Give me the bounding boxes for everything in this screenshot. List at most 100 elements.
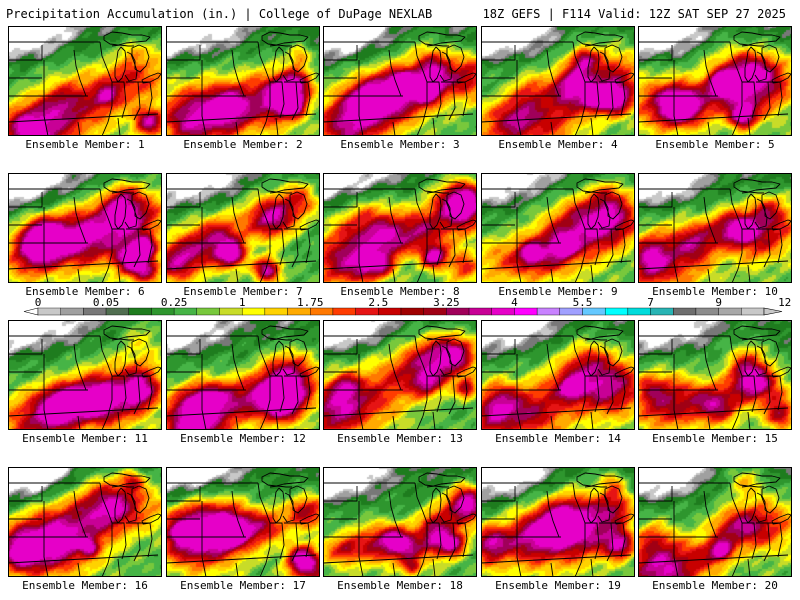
boundary-line bbox=[388, 343, 402, 391]
boundary-line bbox=[299, 219, 320, 231]
boundary-line bbox=[231, 49, 245, 97]
boundary-line bbox=[733, 472, 781, 487]
panel-frame bbox=[481, 320, 635, 430]
boundary-line bbox=[481, 260, 632, 270]
boundary-line bbox=[550, 415, 554, 430]
boundary-line bbox=[414, 41, 428, 136]
boundary-line bbox=[585, 375, 600, 413]
colorbar-segment bbox=[60, 307, 84, 316]
boundary-line bbox=[8, 339, 43, 355]
boundary-line bbox=[597, 492, 611, 523]
boundary-line bbox=[426, 338, 449, 341]
boundary-line bbox=[584, 191, 607, 194]
colorbar-segment bbox=[468, 307, 492, 316]
boundary-line bbox=[587, 340, 600, 377]
boundary-line bbox=[756, 375, 771, 415]
ensemble-member-label: Ensemble Member: 6 bbox=[25, 285, 145, 298]
ensemble-panel[interactable]: Ensemble Member: 19 bbox=[481, 467, 635, 592]
boundary-line bbox=[323, 260, 474, 270]
map-overlay bbox=[323, 320, 477, 430]
boundary-line bbox=[269, 338, 292, 341]
boundary-line bbox=[756, 522, 771, 562]
boundary-line bbox=[201, 354, 207, 430]
ensemble-panel[interactable]: Ensemble Member: 11 bbox=[8, 320, 162, 445]
ensemble-panel[interactable]: Ensemble Member: 6 bbox=[8, 173, 162, 298]
ensemble-panel[interactable]: Ensemble Member: 7 bbox=[166, 173, 320, 298]
map-overlay bbox=[481, 173, 635, 283]
boundary-line bbox=[126, 522, 141, 562]
boundary-line bbox=[201, 501, 207, 577]
boundary-line bbox=[441, 228, 456, 268]
colorbar-left-arrow bbox=[23, 307, 39, 316]
boundary-line bbox=[703, 490, 717, 538]
boundary-line bbox=[257, 41, 271, 136]
boundary-line bbox=[282, 51, 296, 82]
boundary-line bbox=[117, 117, 121, 136]
ensemble-panel[interactable]: Ensemble Member: 15 bbox=[638, 320, 792, 445]
ensemble-panel[interactable]: Ensemble Member: 20 bbox=[638, 467, 792, 592]
boundary-line bbox=[439, 198, 453, 229]
ensemble-panel[interactable]: Ensemble Member: 14 bbox=[481, 320, 635, 445]
boundary-line bbox=[733, 31, 781, 46]
colorbar-tick-label: 1 bbox=[239, 296, 246, 309]
map-overlay bbox=[166, 467, 320, 577]
colorbar-segment bbox=[491, 307, 515, 316]
boundary-line bbox=[546, 196, 560, 244]
ensemble-panel[interactable]: Ensemble Member: 12 bbox=[166, 320, 320, 445]
boundary-line bbox=[112, 375, 127, 413]
ensemble-panel[interactable]: Ensemble Member: 1 bbox=[8, 26, 162, 151]
boundary-line bbox=[114, 193, 127, 230]
boundary-line bbox=[516, 60, 522, 136]
ensemble-panel[interactable]: Ensemble Member: 5 bbox=[638, 26, 792, 151]
panel-frame bbox=[638, 320, 792, 430]
boundary-line bbox=[707, 121, 711, 136]
boundary-line bbox=[114, 487, 127, 524]
boundaries-overlay bbox=[323, 178, 477, 283]
boundary-line bbox=[418, 178, 466, 193]
boundary-line bbox=[73, 343, 87, 391]
boundary-line bbox=[323, 45, 358, 61]
boundaries-overlay bbox=[323, 325, 477, 430]
ensemble-panel[interactable]: Ensemble Member: 13 bbox=[323, 320, 477, 445]
boundary-line bbox=[231, 490, 245, 538]
boundary-line bbox=[257, 335, 271, 430]
boundary-line bbox=[638, 45, 673, 61]
boundary-line bbox=[754, 51, 768, 82]
map-overlay bbox=[8, 320, 162, 430]
colorbar-segment bbox=[264, 307, 288, 316]
ensemble-panel[interactable]: Ensemble Member: 8 bbox=[323, 173, 477, 298]
colorbar-graphic: 0 0.05 0.25 1 1.75 2.5 3.25 4 5.5 7 9 12 bbox=[23, 296, 791, 316]
ensemble-panel[interactable]: Ensemble Member: 4 bbox=[481, 26, 635, 151]
colorbar-tick-label: 9 bbox=[715, 296, 722, 309]
boundary-line bbox=[99, 482, 113, 577]
boundary-line bbox=[8, 45, 43, 61]
boundary-line bbox=[597, 198, 611, 229]
boundary-line bbox=[166, 260, 317, 270]
ensemble-panel[interactable]: Ensemble Member: 16 bbox=[8, 467, 162, 592]
colorbar-segment bbox=[378, 307, 402, 316]
ensemble-panel[interactable]: Ensemble Member: 10 bbox=[638, 173, 792, 298]
boundary-line bbox=[284, 375, 299, 415]
ensemble-member-label: Ensemble Member: 20 bbox=[652, 579, 778, 592]
ensemble-panel[interactable]: Ensemble Member: 3 bbox=[323, 26, 477, 151]
boundary-line bbox=[599, 81, 614, 121]
ensemble-panel[interactable]: Ensemble Member: 9 bbox=[481, 173, 635, 298]
boundary-line bbox=[235, 268, 239, 283]
boundary-line bbox=[432, 264, 436, 283]
boundary-line bbox=[587, 46, 600, 83]
ensemble-panel[interactable]: Ensemble Member: 2 bbox=[166, 26, 320, 151]
boundary-line bbox=[742, 375, 757, 413]
boundary-line bbox=[126, 81, 141, 121]
boundary-line bbox=[296, 228, 311, 264]
boundary-line bbox=[453, 375, 468, 411]
boundary-line bbox=[231, 343, 245, 391]
ensemble-panel[interactable]: Ensemble Member: 17 bbox=[166, 467, 320, 592]
boundary-line bbox=[441, 375, 456, 415]
boundary-line bbox=[8, 554, 159, 564]
ensemble-panel[interactable]: Ensemble Member: 18 bbox=[323, 467, 477, 592]
colorbar-tick-label: 4 bbox=[511, 296, 518, 309]
boundary-line bbox=[456, 219, 477, 231]
boundary-line bbox=[8, 407, 159, 417]
boundary-line bbox=[587, 193, 600, 230]
boundary-line bbox=[429, 340, 442, 377]
